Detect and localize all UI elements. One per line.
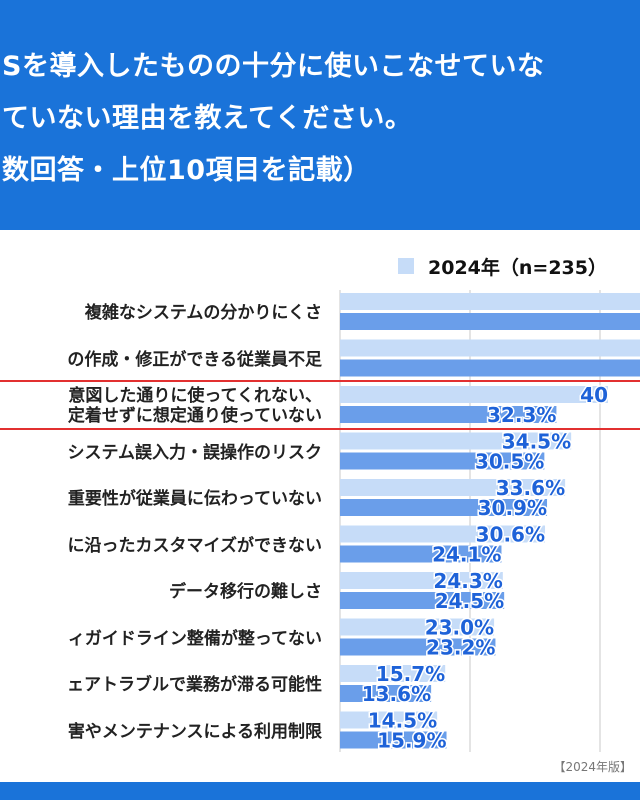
bar-light xyxy=(340,665,446,682)
value-label: 13.6% xyxy=(362,682,431,706)
header-line-2: ていない理由を教えてください。 xyxy=(2,103,413,134)
category-label-line: の作成・修正ができる従業員不足 xyxy=(67,349,322,370)
category-label-line: 複雑なシステムの分かりにくさ xyxy=(84,303,322,323)
category-label-line: データ移行の難しさ xyxy=(169,582,322,602)
bar-light xyxy=(340,293,640,310)
category-label: 意図した通りに使ってくれない、 定着せずに想定通り使っていない xyxy=(68,386,322,426)
bar-light xyxy=(340,479,566,496)
category-label-line: 重要性が従業員に伝わっていない xyxy=(67,489,322,509)
category-label: システム誤入力・誤操作のリスク xyxy=(68,443,323,463)
footer-band xyxy=(0,782,640,800)
value-label: 32.3% xyxy=(487,403,556,427)
category-label: 重要性が従業員に伝わっていない xyxy=(68,489,322,509)
bar-chart: 4032.3%34.5%30.5%33.6%30.9%30.6%24.1%24.… xyxy=(339,290,640,754)
bar-dark xyxy=(340,731,447,749)
category-label-line: ェアトラブルで業務が滞る可能性 xyxy=(67,675,322,695)
category-label-line: 定着せずに想定通り使っていない xyxy=(67,406,322,426)
bar-light xyxy=(340,386,608,403)
bar-dark xyxy=(340,313,640,330)
bar-light xyxy=(340,339,640,357)
header-line-3: 数回答・上位10項目を記載） xyxy=(2,155,371,186)
category-label: ェアトラブルで業務が滞る可能性 xyxy=(67,675,322,695)
bar-dark xyxy=(340,592,505,609)
value-label: 40 xyxy=(580,383,608,407)
source-note: 【2024年版】 xyxy=(553,760,632,774)
value-label: 30.5% xyxy=(475,450,544,474)
category-label: データ移行の難しさ xyxy=(169,582,322,602)
value-label: 30.6% xyxy=(476,523,545,547)
legend-label: 2024年（n=235） xyxy=(428,256,607,279)
category-label-line: 害やメンテナンスによる利用制限 xyxy=(67,721,322,742)
value-label: 24.3% xyxy=(433,569,502,593)
category-label: 複雑なシステムの分かりにくさ xyxy=(85,303,322,323)
bar-dark xyxy=(340,545,502,563)
value-label: 15.9% xyxy=(377,729,446,753)
value-label: 23.2% xyxy=(426,636,495,660)
category-label: に沿ったカスタマイズができない xyxy=(68,536,323,556)
value-label: 15.7% xyxy=(376,662,445,686)
value-label: 30.9% xyxy=(478,496,547,520)
bar-dark xyxy=(340,638,496,656)
category-label: ィガイドライン整備が整ってない xyxy=(68,629,322,649)
legend-swatch xyxy=(398,258,414,274)
bar-light xyxy=(340,572,503,589)
value-label: 24.1% xyxy=(432,543,501,567)
bar-light xyxy=(340,618,495,636)
bar-dark xyxy=(340,452,545,470)
value-label: 33.6% xyxy=(496,476,565,500)
bar-dark xyxy=(340,499,548,516)
bar-light xyxy=(340,432,572,450)
bar-dark xyxy=(340,359,640,377)
bar-light xyxy=(340,711,438,729)
chart-legend: 2024年（n=235） xyxy=(398,254,607,279)
value-label: 14.5% xyxy=(368,709,437,733)
category-label-line: ィガイドライン整備が整ってない xyxy=(67,628,322,649)
bar-light xyxy=(340,525,546,543)
bar-dark xyxy=(340,406,557,423)
value-label: 24.5% xyxy=(435,589,504,613)
header-line-1: Sを導入したものの十分に使いこなせていな xyxy=(2,51,545,82)
category-label-line: システム誤入力・誤操作のリスク xyxy=(67,442,323,463)
value-label: 34.5% xyxy=(502,430,571,454)
category-label-line: に沿ったカスタマイズができない xyxy=(67,535,323,556)
category-label: の作成・修正ができる従業員不足 xyxy=(67,350,322,370)
category-label: 害やメンテナンスによる利用制限 xyxy=(68,722,322,742)
value-label: 23.0% xyxy=(425,616,494,640)
header-banner: Sを導入したものの十分に使いこなせていな ていない理由を教えてください。 数回答… xyxy=(0,0,640,230)
bar-dark xyxy=(340,685,432,702)
category-label-line: 意図した通りに使ってくれない、 xyxy=(68,386,322,406)
